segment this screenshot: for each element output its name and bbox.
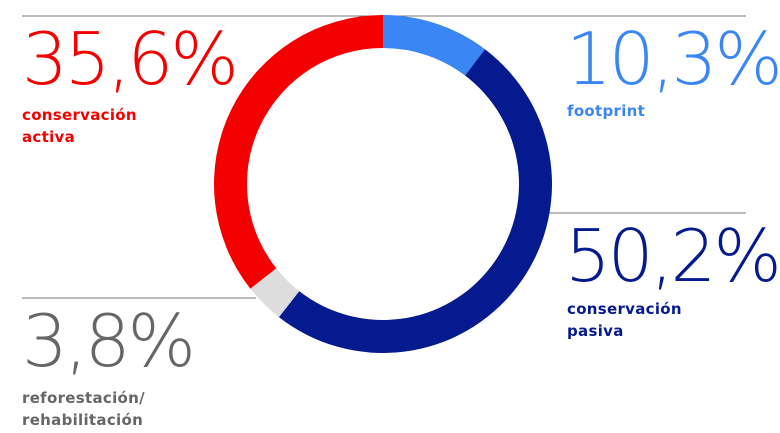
slice-label-activa-line-2: activa: [22, 128, 76, 146]
value-label-footprint: 10,3%: [566, 17, 780, 101]
donut-slice-pasiva: [278, 49, 552, 353]
slice-label-pasiva-line-1: conservación: [567, 300, 682, 318]
slice-label-refor: reforestación/ rehabilitación: [22, 387, 145, 431]
value-label-pasiva: 50,2%: [565, 214, 780, 298]
slice-label-activa: conservación activa: [22, 104, 137, 148]
value-label-activa: 35,6%: [22, 17, 239, 101]
donut-slice-footprint: [383, 15, 485, 76]
slice-label-refor-line-2: rehabilitación: [22, 411, 144, 429]
slice-label-refor-line-1: reforestación/: [22, 389, 145, 407]
slice-label-pasiva-line-2: pasiva: [567, 322, 624, 340]
slice-label-activa-line-1: conservación: [22, 106, 137, 124]
value-label-refor: 3,8%: [22, 299, 196, 383]
donut-slice-activa: [213, 15, 383, 289]
slice-label-pasiva: conservación pasiva: [567, 298, 682, 342]
slice-label-footprint-line-1: footprint: [567, 102, 646, 120]
slice-label-footprint: footprint: [567, 100, 645, 122]
donut-slice-refor: [250, 268, 300, 318]
